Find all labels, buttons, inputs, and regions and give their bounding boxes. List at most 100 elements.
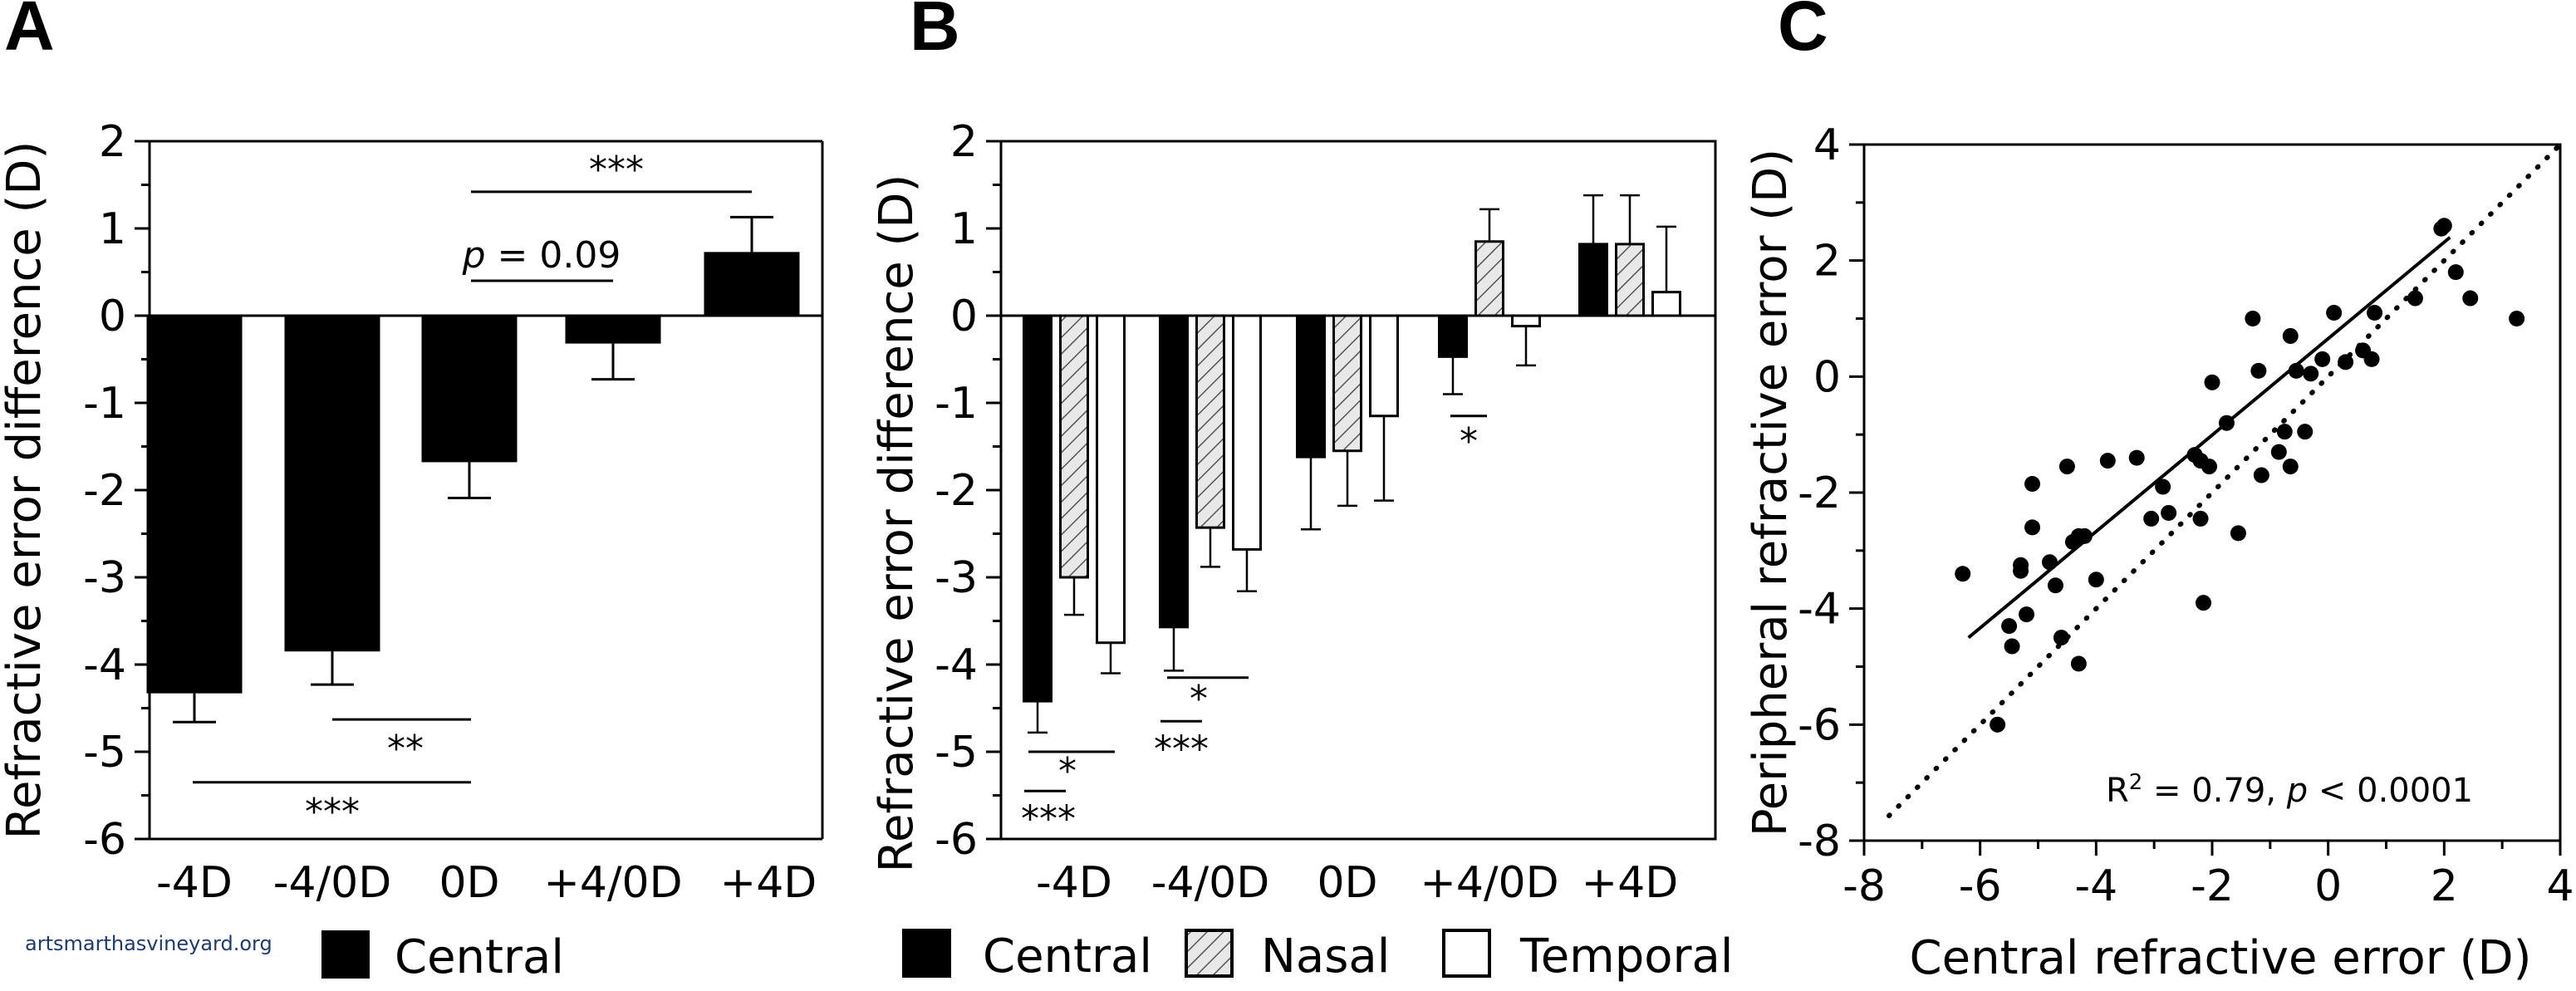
panel-c: -8 -6 -4 -2 0 2 4 4 2 0 -2 -4 -6 -8 Central refractive… bbox=[1744, 120, 2574, 985]
panel-a-y-tick-label: -5 bbox=[83, 728, 126, 778]
panel-b-category-label: +4D bbox=[1582, 858, 1679, 908]
panel-c-data-point bbox=[2192, 510, 2209, 527]
panel-a-category-label: -4/0D bbox=[273, 858, 392, 908]
panel-b-bar-central bbox=[1023, 314, 1052, 703]
panel-b-bar-temporal bbox=[1369, 314, 1399, 418]
panel-a-y-tick-label: -4 bbox=[83, 640, 126, 690]
panel-c-x-axis-title: Central refractive error (D) bbox=[1910, 931, 2532, 985]
panel-c-data-point bbox=[2230, 525, 2246, 542]
panel-b-significance-stars: *** bbox=[1154, 728, 1209, 770]
panel-a-bar bbox=[146, 316, 243, 694]
panel-b-legend-swatch-nasal bbox=[1185, 929, 1234, 978]
panel-b-bar-nasal bbox=[1059, 314, 1089, 579]
panel-c-data-point bbox=[2245, 311, 2261, 326]
panel-c-x-tick-label: 2 bbox=[2431, 861, 2458, 911]
panel-a-y-tick-label: -2 bbox=[83, 466, 126, 516]
panel-b-bar-central bbox=[1578, 243, 1608, 317]
panel-c-data-point bbox=[2196, 595, 2212, 611]
panel-b-y-tick-label: 2 bbox=[950, 117, 978, 167]
panel-a-y-tick-label: 0 bbox=[99, 292, 126, 341]
panel-a-legend-swatch-central bbox=[321, 930, 370, 979]
panel-c-data-point bbox=[2314, 351, 2331, 367]
panel-b-bar-nasal bbox=[1195, 314, 1225, 529]
panel-c-data-point bbox=[2053, 630, 2069, 646]
panel-c-data-point bbox=[2509, 311, 2525, 326]
panel-c-data-point bbox=[2407, 290, 2423, 307]
panel-c-y-tick-label: -4 bbox=[1798, 585, 1841, 635]
panel-b-bar-nasal bbox=[1474, 240, 1504, 317]
panel-b-category-label: -4D bbox=[1036, 858, 1112, 908]
panel-c-data-point bbox=[2270, 444, 2287, 460]
panel-c-y-tick-label: 0 bbox=[1813, 352, 1841, 402]
panel-b-bar-nasal bbox=[1332, 314, 1362, 453]
panel-c-x-tick-label: 0 bbox=[2314, 861, 2342, 911]
panel-a-y-axis-title: Refractive error difference (D) bbox=[0, 141, 52, 840]
panel-a-y-tick-label: 1 bbox=[99, 204, 126, 254]
panel-b-y-axis-title: Refractive error difference (D) bbox=[870, 174, 924, 873]
panel-c-letter: C bbox=[1778, 0, 1828, 65]
panel-c-data-point bbox=[2076, 527, 2093, 544]
panel-a-y-tick-label: -6 bbox=[83, 815, 126, 865]
panel-c-data-point bbox=[2004, 638, 2020, 655]
panel-c-y-tick-label: 4 bbox=[1813, 120, 1841, 170]
panel-b-y-tick-label: -5 bbox=[935, 728, 978, 778]
panel-c-data-point bbox=[2204, 374, 2220, 390]
panel-b-category-label: 0D bbox=[1317, 858, 1377, 908]
panel-c-identity-line bbox=[1887, 142, 2563, 818]
watermark-text: artsmarthasvineyard.org bbox=[25, 932, 272, 955]
panel-a-category-label: -4D bbox=[156, 858, 233, 908]
panel-c-y-tick-label: 2 bbox=[1813, 237, 1841, 287]
panel-b-legend-label-central: Central bbox=[983, 930, 1152, 984]
panel-b-y-tick-label: -1 bbox=[935, 379, 978, 429]
panel-c-data-point bbox=[2143, 510, 2160, 527]
panel-a-legend-label-central: Central bbox=[395, 930, 564, 984]
panel-c-data-point bbox=[2128, 449, 2145, 466]
panel-c-data-point bbox=[2013, 557, 2029, 573]
panel-b-y-tick-label: 1 bbox=[950, 204, 978, 254]
panel-c-data-point bbox=[2303, 365, 2319, 382]
panel-c-data-point bbox=[2297, 424, 2313, 440]
panel-c-y-axis-title: Peripheral refractive error (D) bbox=[1744, 149, 1798, 836]
panel-c-stat-label: R2 = 0.79, p < 0.0001 bbox=[2106, 770, 2473, 810]
panel-b-bar-central bbox=[1438, 314, 1468, 358]
panel-a-bar bbox=[421, 316, 518, 463]
panel-c-y-tick-label: -2 bbox=[1798, 469, 1841, 518]
panel-c-data-point bbox=[1955, 566, 1971, 582]
panel-a-letter: A bbox=[4, 0, 55, 65]
panel-c-data-point bbox=[2338, 354, 2354, 370]
panel-b-bar-temporal bbox=[1232, 314, 1262, 551]
panel-a-bar bbox=[284, 316, 380, 652]
panel-c-data-point bbox=[2058, 459, 2075, 475]
panel-b-category-label: +4/0D bbox=[1420, 858, 1558, 908]
panel-b-y-tick-label: -4 bbox=[935, 640, 978, 690]
panel-c-data-point bbox=[2099, 453, 2116, 469]
panel-c-x-tick-label: 4 bbox=[2546, 861, 2574, 911]
panel-c-y-tick-label: -8 bbox=[1798, 817, 1841, 866]
panel-b-bar-nasal bbox=[1615, 243, 1645, 317]
panel-b-y-tick-label: 0 bbox=[950, 292, 978, 341]
panel-c-data-point bbox=[2253, 467, 2269, 483]
panel-b-letter: B bbox=[910, 0, 960, 65]
panel-b-significance-stars: * bbox=[1190, 678, 1208, 720]
panel-b-significance-stars: *** bbox=[1021, 797, 1076, 840]
panel-c-data-point bbox=[2367, 305, 2383, 321]
panel-a-category-label: 0D bbox=[439, 858, 499, 908]
panel-c-x-tick-label: -2 bbox=[2191, 861, 2234, 911]
panel-c-data-point bbox=[2024, 476, 2041, 493]
panel-c-data-point bbox=[2155, 478, 2171, 495]
panel-c-data-point bbox=[2019, 606, 2035, 623]
panel-c-data-point bbox=[2041, 554, 2058, 571]
panel-c-data-point bbox=[2024, 519, 2041, 536]
panel-b-bar-temporal bbox=[1096, 314, 1126, 645]
panel-b-y-tick-label: -3 bbox=[935, 553, 978, 603]
panel-b-bar-temporal bbox=[1511, 314, 1541, 328]
panel-c-y-tick-label: -6 bbox=[1798, 700, 1841, 750]
panel-b-legend-label-temporal: Temporal bbox=[1519, 930, 1733, 984]
panel-b-legend-swatch-temporal bbox=[1442, 929, 1491, 978]
panel-a-significance-stars: *** bbox=[305, 791, 360, 833]
panel-c-data-point bbox=[2447, 264, 2464, 281]
panel-c-frame bbox=[1862, 143, 2562, 842]
panel-a-y-tick-label: -1 bbox=[83, 379, 126, 429]
panel-c-data-point bbox=[2363, 351, 2380, 367]
